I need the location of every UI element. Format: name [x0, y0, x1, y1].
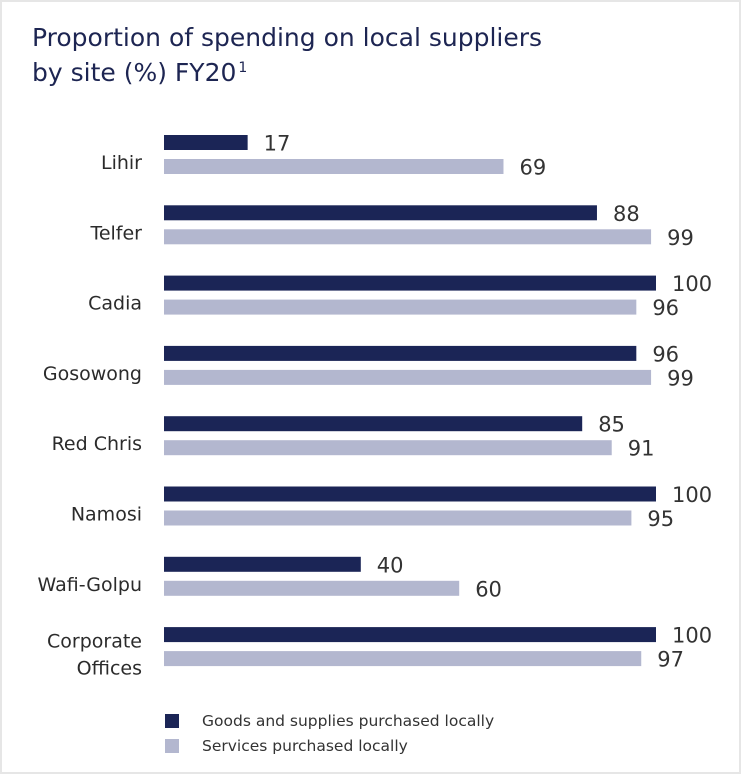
data-label-cadia-series-1: 100 — [672, 272, 712, 296]
title-line-1: Proportion of spending on local supplier… — [32, 23, 543, 52]
bar-gosowong-series-2 — [164, 369, 652, 385]
data-label-wafi-golpu-series-1: 40 — [377, 553, 404, 577]
data-label-corporate-offices-series-2: 97 — [657, 648, 684, 672]
data-label-gosowong-series-2: 99 — [667, 366, 694, 390]
bar-gosowong-series-1 — [164, 345, 637, 361]
bar-namosi-series-2 — [164, 510, 632, 526]
bar-corporate-offices-series-1 — [164, 627, 656, 643]
data-label-namosi-series-2: 95 — [647, 507, 674, 531]
bar-red-chris-series-2 — [164, 440, 612, 456]
title-line-2: by site (%) FY20 — [32, 58, 237, 87]
bar-cadia-series-2 — [164, 299, 637, 315]
data-label-lihir-series-1: 17 — [264, 132, 291, 156]
category-label-telfer: Telfer — [89, 222, 142, 244]
bar-telfer-series-2 — [164, 229, 652, 245]
data-label-lihir-series-2: 69 — [519, 156, 546, 180]
category-label-corporate-offices-line-2: Offices — [77, 658, 142, 680]
bar-namosi-series-1 — [164, 486, 656, 502]
category-label-corporate-offices-line-1: Corporate — [47, 631, 142, 653]
data-label-cadia-series-2: 96 — [652, 296, 679, 320]
data-label-telfer-series-2: 99 — [667, 226, 694, 250]
bar-corporate-offices-series-2 — [164, 651, 642, 667]
bar-wafi-golpu-series-2 — [164, 580, 460, 596]
bar-telfer-series-1 — [164, 205, 597, 221]
category-label-namosi: Namosi — [71, 504, 142, 526]
category-label-cadia: Cadia — [88, 293, 142, 315]
legend-label-series-2: Services purchased locally — [202, 737, 408, 755]
data-label-namosi-series-1: 100 — [672, 483, 712, 507]
data-label-gosowong-series-1: 96 — [652, 342, 679, 366]
category-label-wafi-golpu: Wafi-Golpu — [38, 574, 142, 596]
data-label-wafi-golpu-series-2: 60 — [475, 577, 502, 601]
legend-label-series-1: Goods and supplies purchased locally — [202, 712, 494, 730]
category-label-gosowong: Gosowong — [43, 363, 142, 385]
bar-cadia-series-1 — [164, 275, 656, 291]
title-footnote-marker: 1 — [238, 60, 248, 76]
bar-lihir-series-2 — [164, 159, 504, 174]
bar-red-chris-series-1 — [164, 416, 583, 432]
data-label-corporate-offices-series-1: 100 — [672, 624, 712, 648]
bar-wafi-golpu-series-1 — [164, 556, 361, 572]
legend-swatch-series-2 — [165, 739, 179, 753]
category-label-lihir: Lihir — [101, 152, 142, 174]
data-label-red-chris-series-1: 85 — [598, 413, 625, 437]
data-label-red-chris-series-2: 91 — [628, 437, 655, 461]
chart-title: Proportion of spending on local supplier… — [32, 22, 672, 88]
bar-lihir-series-1 — [164, 135, 248, 150]
legend-swatch-series-1 — [165, 714, 179, 728]
data-label-telfer-series-1: 88 — [613, 202, 640, 226]
category-label-red-chris: Red Chris — [52, 433, 142, 455]
